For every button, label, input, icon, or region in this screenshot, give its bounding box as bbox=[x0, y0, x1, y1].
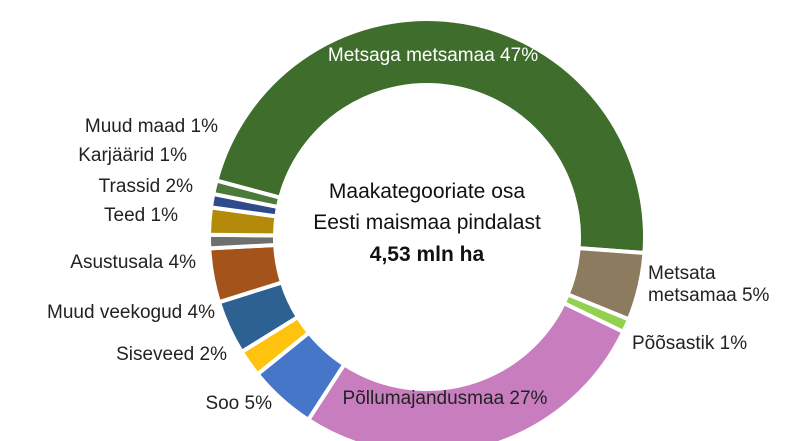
category-label: Põõsastik bbox=[632, 333, 714, 354]
value-label: 4% bbox=[188, 302, 215, 323]
slice-label: Trassid 2% bbox=[99, 176, 193, 198]
slice-label: Metsata metsamaa 5% bbox=[648, 263, 797, 307]
slice-label: Metsaga metsamaa 47% bbox=[328, 45, 538, 67]
category-label: Metsata metsamaa bbox=[648, 263, 737, 306]
donut-slice bbox=[308, 303, 623, 441]
slice-label: Muud maad 1% bbox=[85, 116, 218, 138]
category-label: Muud veekogud bbox=[47, 302, 182, 323]
value-label: 1% bbox=[160, 145, 187, 166]
value-label: 4% bbox=[169, 252, 196, 273]
center-total: 4,53 mln ha bbox=[267, 243, 587, 267]
slice-label: Soo 5% bbox=[205, 393, 272, 415]
category-label: Muud maad bbox=[85, 116, 185, 137]
value-label: 47% bbox=[500, 45, 538, 66]
category-label: Siseveed bbox=[116, 344, 194, 365]
category-label: Soo bbox=[205, 393, 239, 414]
category-label: Karjäärid bbox=[78, 145, 154, 166]
value-label: 2% bbox=[200, 344, 227, 365]
slice-label: Asustusala 4% bbox=[70, 252, 196, 274]
slice-label: Põllumajandusmaa 27% bbox=[343, 388, 548, 410]
value-label: 1% bbox=[151, 205, 178, 226]
slice-label: Muud veekogud 4% bbox=[47, 302, 215, 324]
center-text: Maakategooriate osa bbox=[267, 180, 587, 204]
category-label: Metsaga metsamaa bbox=[328, 45, 495, 66]
slice-label: Karjäärid 1% bbox=[78, 145, 187, 167]
slice-label: Põõsastik 1% bbox=[632, 333, 747, 355]
slice-label: Siseveed 2% bbox=[116, 344, 227, 366]
chart: Maakategooriate osa Eesti maismaa pindal… bbox=[0, 0, 797, 441]
value-label: 1% bbox=[720, 333, 747, 354]
value-label: 5% bbox=[742, 285, 769, 306]
value-label: 1% bbox=[191, 116, 218, 137]
slice-label: Teed 1% bbox=[104, 205, 178, 227]
category-label: Asustusala bbox=[70, 252, 163, 273]
value-label: 5% bbox=[245, 393, 272, 414]
category-label: Trassid bbox=[99, 176, 161, 197]
category-label: Teed bbox=[104, 205, 145, 226]
category-label: Põllumajandusmaa bbox=[343, 388, 505, 409]
value-label: 27% bbox=[509, 388, 547, 409]
value-label: 2% bbox=[166, 176, 193, 197]
center-text: Eesti maismaa pindalast bbox=[267, 211, 587, 235]
